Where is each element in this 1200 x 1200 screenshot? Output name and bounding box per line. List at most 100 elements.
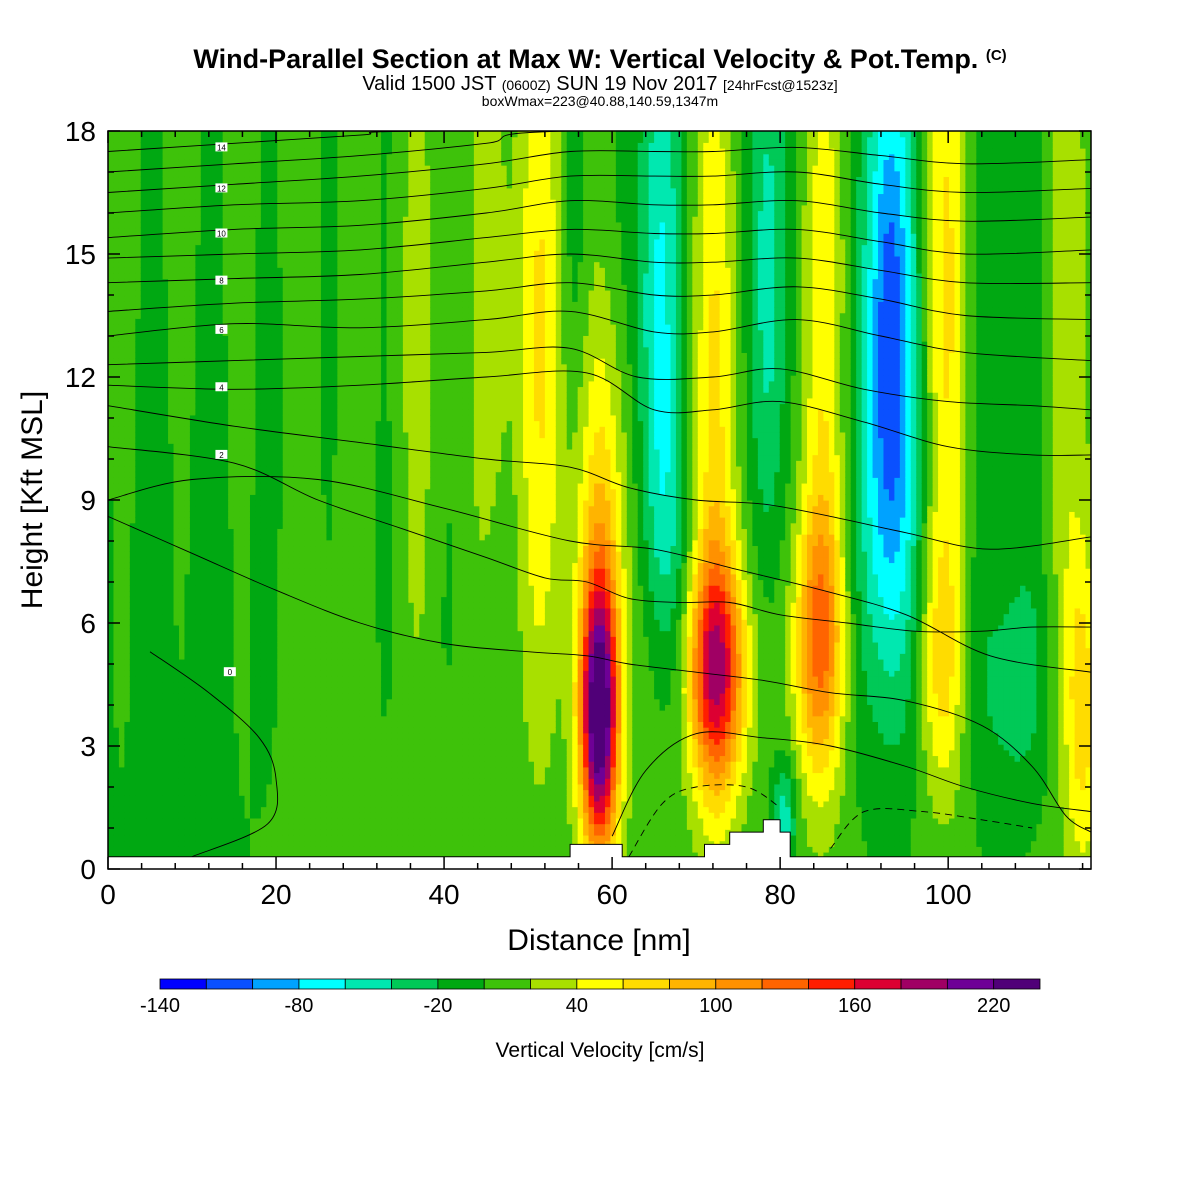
velocity-cell <box>124 159 131 166</box>
velocity-cell <box>108 556 115 564</box>
velocity-cell <box>271 840 278 847</box>
velocity-cell <box>266 846 273 853</box>
velocity-cell <box>168 573 175 581</box>
velocity-cell <box>129 176 136 183</box>
velocity-cell <box>222 244 229 251</box>
velocity-cell <box>135 414 142 422</box>
velocity-cell <box>178 227 186 234</box>
velocity-cell <box>299 710 306 717</box>
velocity-cell <box>113 749 120 757</box>
velocity-cell <box>211 346 218 353</box>
velocity-cell <box>249 579 257 586</box>
velocity-cell <box>146 664 153 671</box>
velocity-cell <box>255 778 262 785</box>
velocity-cell <box>299 653 306 660</box>
velocity-cell <box>129 579 136 586</box>
velocity-cell <box>124 250 131 257</box>
velocity-cell <box>173 687 180 694</box>
velocity-cell <box>206 244 213 251</box>
velocity-cell <box>189 131 196 138</box>
velocity-cell <box>222 301 229 308</box>
velocity-cell <box>113 312 120 319</box>
velocity-cell <box>146 221 153 229</box>
velocity-cell <box>113 698 120 705</box>
velocity-cell <box>282 131 289 138</box>
velocity-cell <box>151 500 158 507</box>
velocity-cell <box>113 465 120 473</box>
velocity-cell <box>178 358 186 365</box>
velocity-cell <box>260 534 267 541</box>
velocity-cell <box>157 392 164 399</box>
velocity-cell <box>206 210 213 217</box>
velocity-cell <box>140 148 147 155</box>
velocity-cell <box>129 505 136 512</box>
velocity-cell <box>228 727 235 734</box>
velocity-cell <box>118 142 125 149</box>
velocity-cell <box>157 539 164 547</box>
velocity-cell <box>140 738 147 745</box>
velocity-cell <box>195 579 202 586</box>
velocity-cell <box>168 369 175 376</box>
velocity-cell <box>135 846 142 853</box>
velocity-cell <box>293 505 300 512</box>
velocity-cell <box>288 250 295 257</box>
velocity-cell <box>244 613 251 620</box>
velocity-cell <box>299 738 306 745</box>
velocity-cell <box>168 221 175 229</box>
velocity-cell <box>271 477 278 484</box>
velocity-cell <box>135 426 142 433</box>
velocity-cell <box>135 698 142 705</box>
velocity-cell <box>249 795 257 802</box>
velocity-cell <box>244 834 251 842</box>
velocity-cell <box>168 278 175 285</box>
velocity-cell <box>168 204 175 212</box>
velocity-cell <box>304 698 311 705</box>
velocity-cell <box>299 721 306 728</box>
velocity-cell <box>249 187 257 195</box>
velocity-cell <box>173 238 180 246</box>
velocity-cell <box>151 414 158 422</box>
velocity-cell <box>168 727 175 734</box>
velocity-cell <box>195 812 202 819</box>
velocity-cell <box>146 131 153 138</box>
velocity-cell <box>277 363 284 371</box>
velocity-cell <box>288 528 295 535</box>
velocity-cell <box>184 505 191 512</box>
velocity-cell <box>184 817 191 825</box>
velocity-cell <box>129 210 136 217</box>
velocity-cell <box>135 431 142 439</box>
velocity-cell <box>239 482 246 490</box>
velocity-cell <box>271 511 278 518</box>
velocity-cell <box>146 318 153 325</box>
velocity-cell <box>173 363 180 371</box>
velocity-cell <box>184 244 191 251</box>
velocity-cell <box>157 664 164 671</box>
velocity-cell <box>266 312 273 319</box>
velocity-cell <box>304 363 311 371</box>
velocity-cell <box>140 142 147 149</box>
velocity-cell <box>304 755 311 762</box>
velocity-cell <box>271 204 278 212</box>
velocity-cell <box>244 562 251 569</box>
velocity-cell <box>200 647 207 654</box>
velocity-cell <box>146 806 153 813</box>
velocity-cell <box>222 335 229 342</box>
velocity-cell <box>173 267 180 274</box>
velocity-cell <box>129 653 136 660</box>
velocity-cell <box>124 176 131 183</box>
velocity-cell <box>189 607 196 615</box>
velocity-cell <box>277 556 284 564</box>
velocity-cell <box>195 494 202 501</box>
velocity-cell <box>146 136 153 143</box>
velocity-cell <box>135 783 142 791</box>
velocity-cell <box>293 568 300 575</box>
velocity-cell <box>178 278 186 285</box>
velocity-cell <box>255 477 262 484</box>
velocity-cell <box>118 380 125 388</box>
velocity-cell <box>195 437 202 444</box>
velocity-cell <box>260 199 267 206</box>
velocity-cell <box>255 238 262 246</box>
velocity-cell <box>129 255 136 263</box>
velocity-cell <box>304 534 311 541</box>
velocity-cell <box>299 607 306 615</box>
